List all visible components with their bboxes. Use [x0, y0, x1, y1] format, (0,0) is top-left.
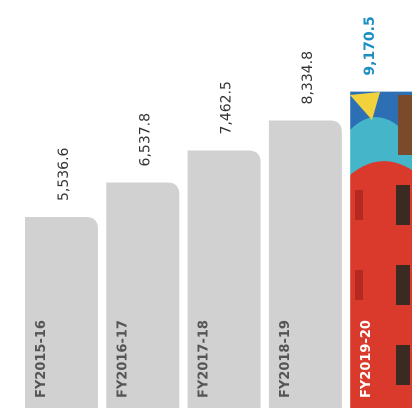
bar-image — [350, 91, 412, 408]
bar — [25, 216, 98, 408]
category-label: FY2016-17 — [115, 320, 130, 398]
category-label: FY2018-19 — [278, 320, 293, 398]
category-label: FY2015-16 — [34, 320, 49, 398]
bar — [106, 182, 180, 408]
value-label: 7,462.5 — [219, 81, 235, 134]
category-label: FY2017-18 — [197, 320, 212, 398]
value-label: 8,334.8 — [300, 51, 316, 104]
value-label: 9,170.5 — [362, 16, 378, 75]
value-label: 5,536.6 — [56, 147, 72, 201]
bar — [268, 120, 342, 408]
category-label: FY2019-20 — [359, 320, 374, 398]
bar — [187, 150, 261, 408]
value-label: 6,537.8 — [137, 113, 153, 166]
